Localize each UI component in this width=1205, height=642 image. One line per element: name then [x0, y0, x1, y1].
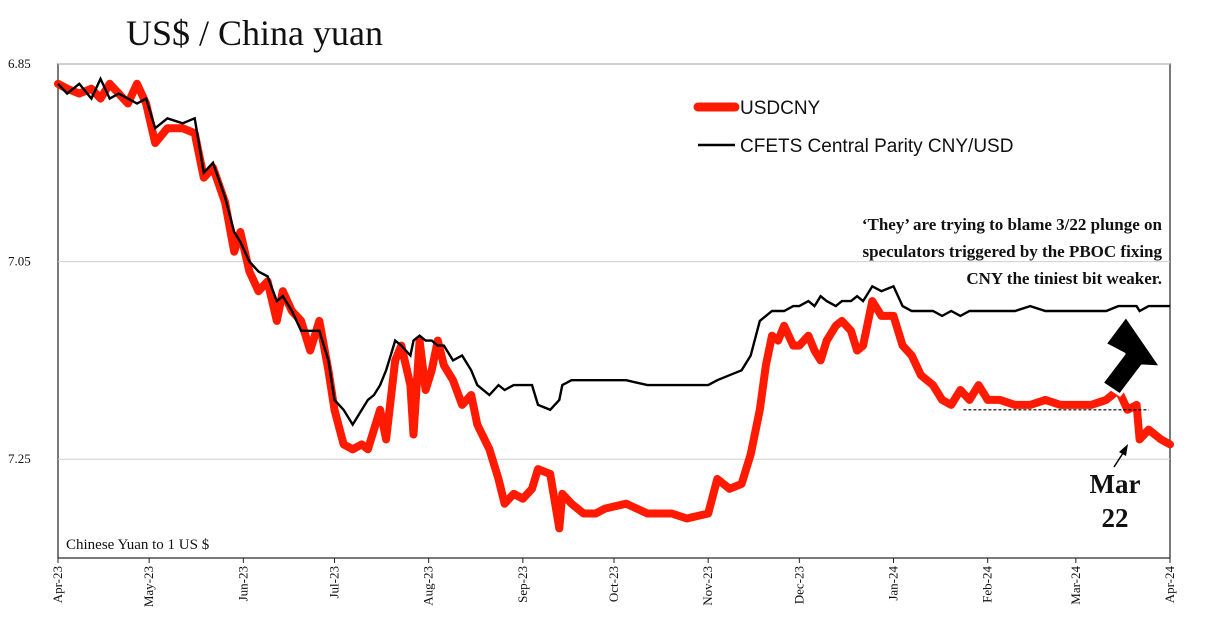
- x-tick-label: Nov-23: [700, 566, 715, 606]
- x-tick-label: Feb-24: [980, 566, 995, 603]
- x-tick-label: Aug-23: [421, 566, 436, 606]
- note-line-1: ‘They’ are trying to blame 3/22 plunge o…: [862, 215, 1163, 234]
- big-arrow-icon: [1100, 314, 1163, 397]
- legend: USDCNY CFETS Central Parity CNY/USD: [693, 98, 1013, 157]
- mar-label-line-2: 22: [1102, 503, 1129, 533]
- x-tick-label: Mar-24: [1068, 566, 1083, 605]
- x-tick-label: May-23: [141, 566, 156, 607]
- note-line-2: speculators triggered by the PBOC fixing: [862, 242, 1162, 261]
- x-tick-label: Apr-24: [1162, 566, 1177, 604]
- x-tick-label: Jul-23: [326, 566, 341, 599]
- legend-label-usdcny: USDCNY: [740, 98, 821, 119]
- y-tick-label: 7.05: [8, 254, 31, 269]
- note-line-3: CNY the tiniest bit weaker.: [966, 269, 1162, 288]
- legend-label-cfets: CFETS Central Parity CNY/USD: [740, 136, 1013, 157]
- x-tick-label: Sep-23: [515, 566, 530, 603]
- y-tick-label: 6.85: [8, 56, 31, 71]
- x-axis: Apr-23 May-23 Jun-23 Jul-23 Aug-23 Sep-23 Oct-…: [50, 558, 1177, 607]
- chart-title: US$ / China yuan: [126, 13, 383, 53]
- series-group: [54, 75, 1174, 533]
- y-axis: 6.85 7.05 7.25: [8, 56, 31, 466]
- series-line-cfets: [57, 75, 1170, 427]
- y-tick-label: 7.25: [8, 451, 31, 466]
- series-line-usdcny: [54, 79, 1174, 533]
- mar22-arrow-icon: [1113, 444, 1128, 468]
- x-tick-label: Oct-23: [606, 566, 621, 602]
- chart-caption: Chinese Yuan to 1 US $: [66, 537, 210, 553]
- x-tick-label: Dec-23: [791, 566, 806, 604]
- x-tick-label: Jun-23: [235, 566, 250, 601]
- x-tick-label: Jan-24: [886, 566, 901, 601]
- annotation-note: ‘They’ are trying to blame 3/22 plunge o…: [862, 215, 1163, 288]
- mar-label-line-1: Mar: [1090, 469, 1141, 499]
- x-tick-label: Apr-23: [50, 566, 65, 603]
